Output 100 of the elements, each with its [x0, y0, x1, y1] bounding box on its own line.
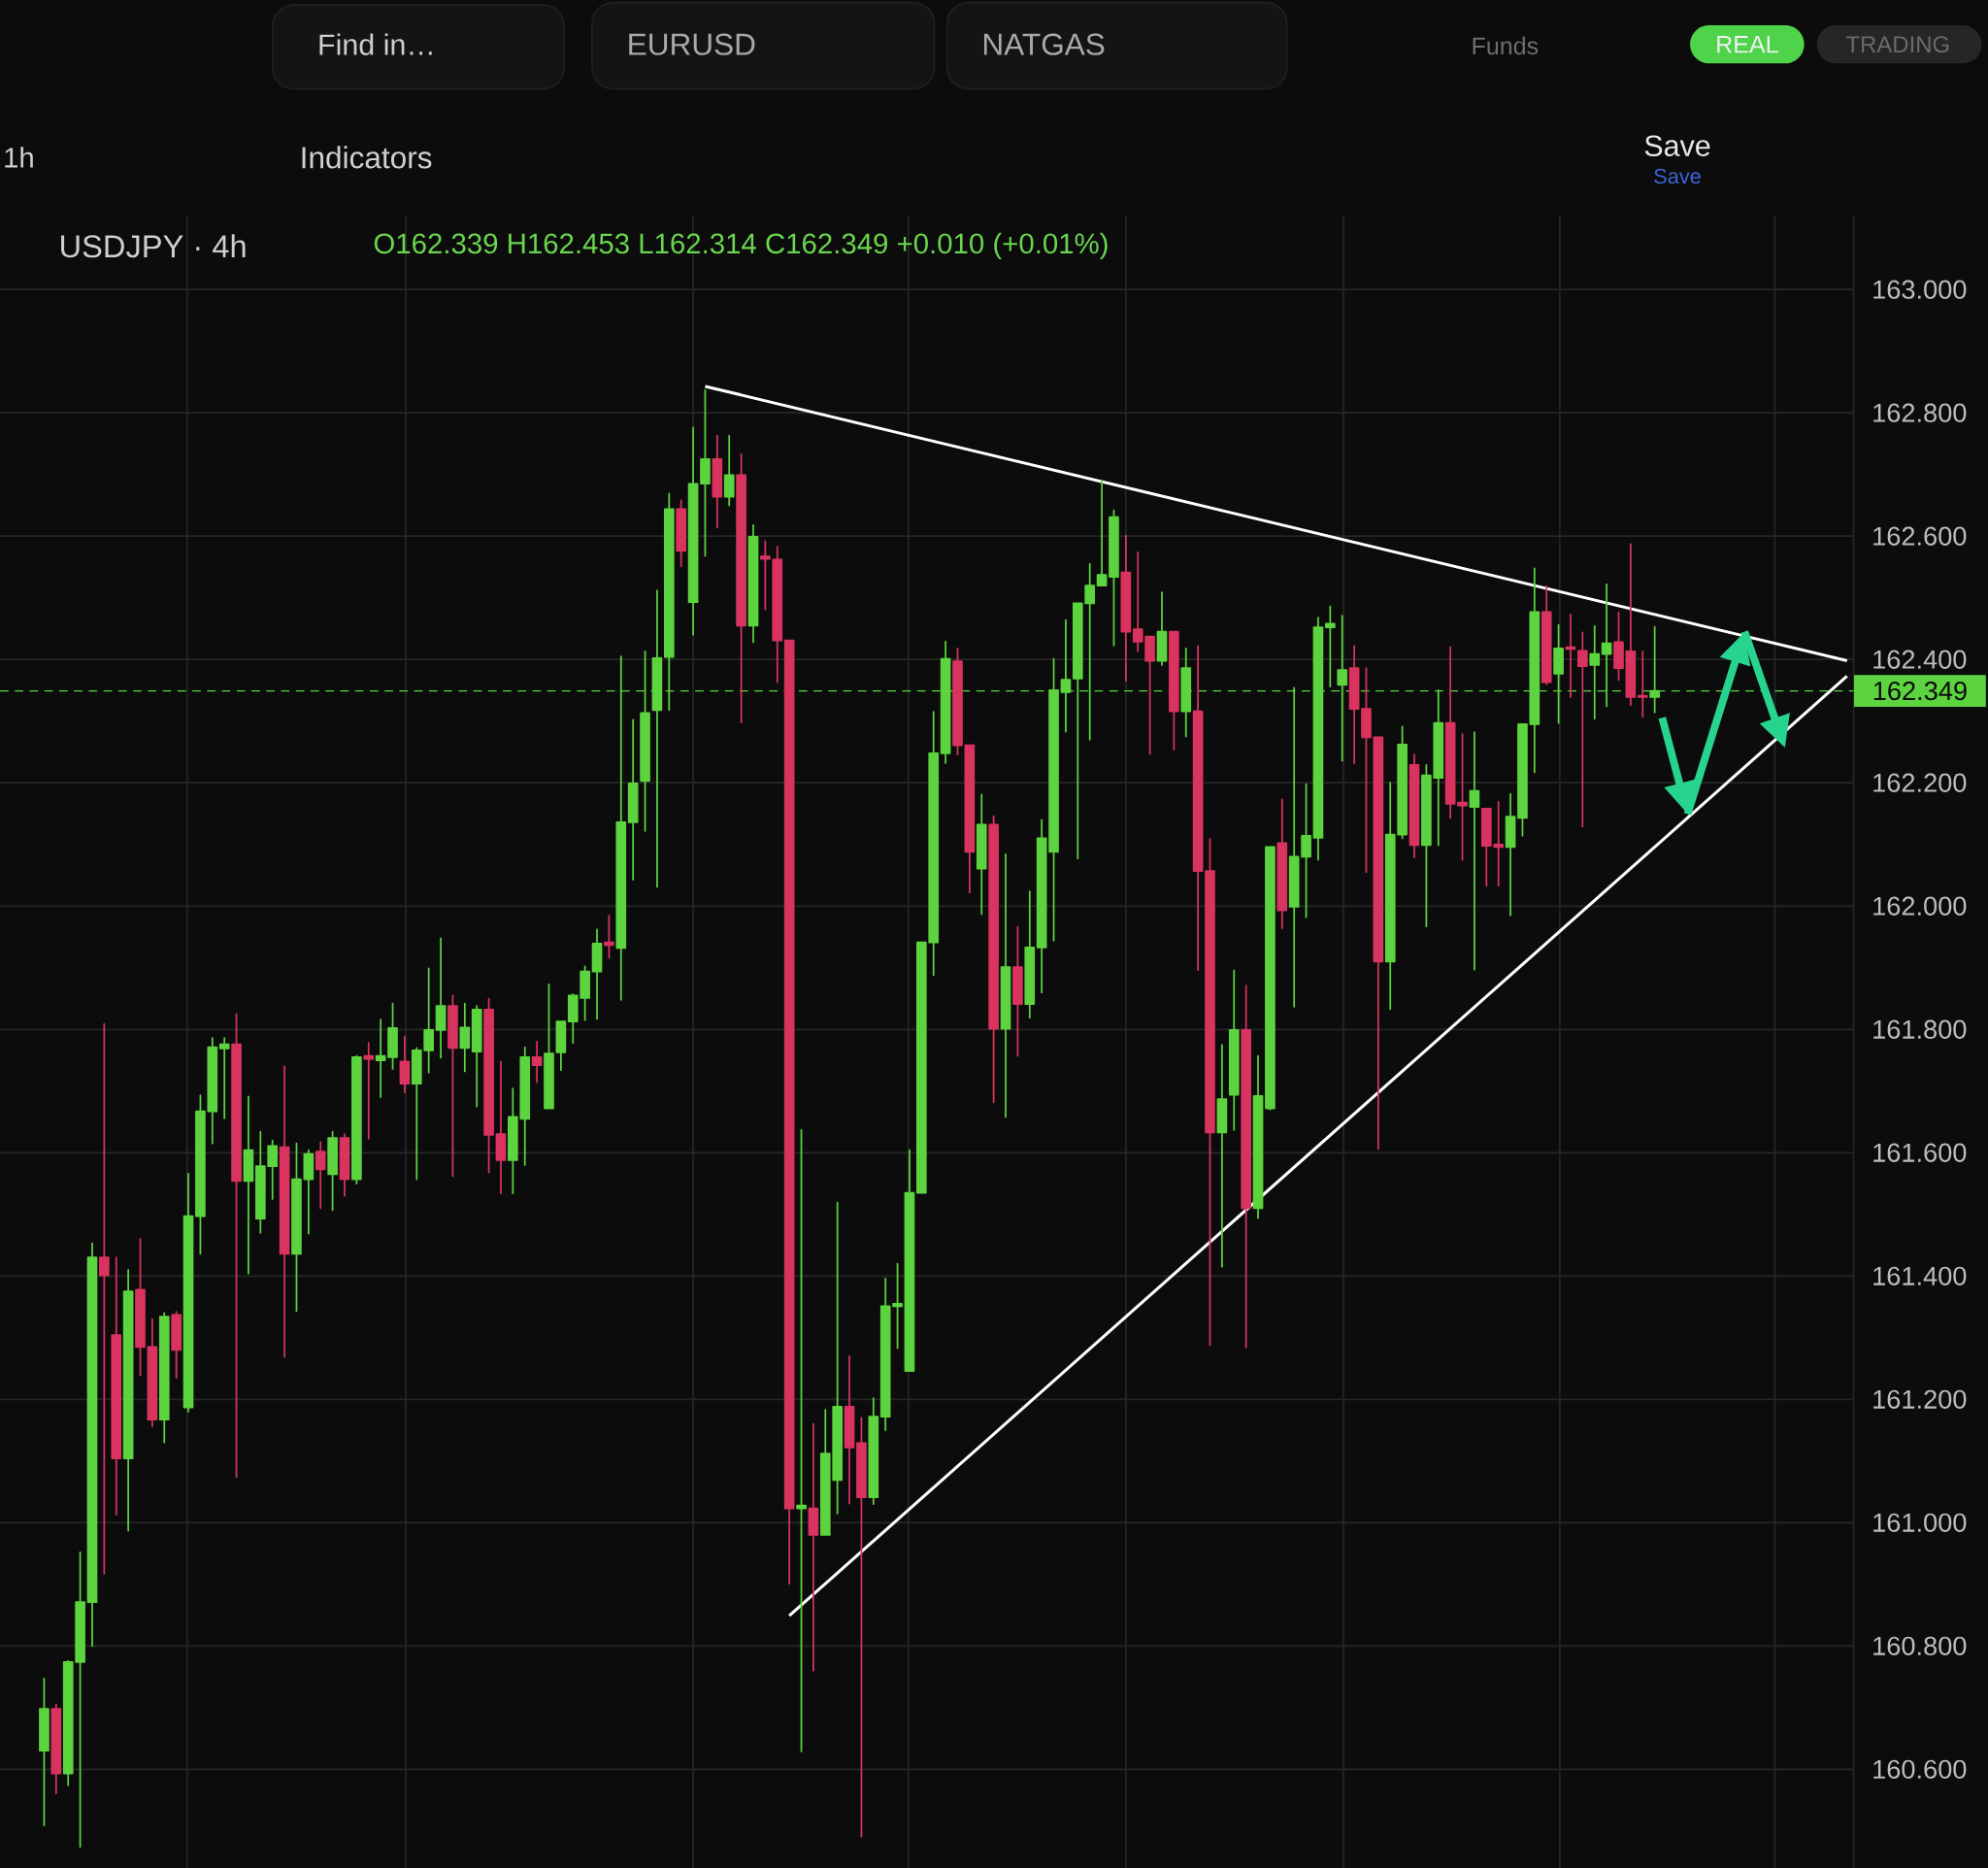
candlestick	[760, 540, 771, 611]
candlestick	[1216, 1044, 1228, 1268]
candlestick	[483, 997, 494, 1174]
y-tick-label: 162.400	[1873, 650, 1967, 669]
candlestick	[291, 1142, 302, 1313]
text: REAL	[1717, 36, 1778, 53]
candlestick	[676, 499, 687, 568]
candlestick	[158, 1312, 170, 1444]
candlestick	[555, 1020, 567, 1072]
candlestick	[147, 1318, 158, 1428]
candlestick	[808, 1422, 819, 1672]
ref-line-label: 162.349	[1873, 682, 1967, 701]
candlestick	[243, 1095, 254, 1275]
candlestick	[1373, 736, 1384, 1151]
candlestick	[1048, 657, 1059, 942]
candlestick	[712, 434, 723, 529]
candlestick	[1252, 1054, 1264, 1219]
candlestick	[363, 1042, 375, 1140]
candlestick	[327, 1130, 338, 1212]
candlestick	[171, 1311, 182, 1379]
candlestick	[783, 639, 795, 1585]
candlestick	[339, 1133, 350, 1197]
candlestick	[279, 1065, 290, 1358]
candlestick	[99, 1022, 110, 1575]
candlestick	[1120, 534, 1132, 683]
candlestick	[1241, 984, 1251, 1349]
candlestick	[687, 426, 699, 636]
text: O162.339 H162.453 L162.314 C162.349 +0.010 (+0.01%)	[374, 232, 1108, 260]
candlestick	[231, 1013, 242, 1479]
candlestick	[387, 1002, 398, 1070]
candlestick	[39, 1678, 50, 1827]
candlestick	[976, 793, 987, 916]
candlestick	[122, 1269, 134, 1532]
candlestick	[1024, 890, 1036, 1019]
y-tick-label: 161.200	[1873, 1389, 1967, 1409]
candlestick	[459, 1002, 471, 1073]
y-tick-label: 162.600	[1873, 526, 1967, 546]
candlestick	[182, 1173, 194, 1413]
candlestick	[423, 967, 434, 1074]
candlestick	[471, 1005, 482, 1108]
candlestick	[591, 928, 603, 1020]
candlestick	[1625, 543, 1637, 707]
candlestick	[1036, 818, 1047, 994]
candlestick	[723, 434, 735, 507]
candlestick	[1444, 646, 1456, 819]
candlestick	[544, 984, 554, 1110]
y-tick-label: 160.600	[1873, 1759, 1967, 1779]
candlestick	[435, 937, 447, 1059]
y-tick-label: 161.800	[1873, 1019, 1967, 1039]
candlestick	[1192, 645, 1204, 972]
candlestick	[1589, 625, 1601, 720]
candlestick	[1096, 480, 1108, 586]
candlestick	[747, 523, 759, 644]
candlestick	[1000, 853, 1011, 1118]
candlestick	[50, 1703, 62, 1794]
candlestick	[111, 1256, 122, 1516]
candlestick	[1577, 631, 1588, 828]
text: Save	[1654, 168, 1701, 184]
candlestick	[303, 1149, 315, 1235]
candlestick	[868, 1397, 879, 1506]
candlestick	[1408, 753, 1420, 859]
text: 1h	[5, 147, 33, 168]
text: TRADING	[1845, 36, 1949, 53]
text: Save	[1644, 135, 1710, 157]
candlestick	[1276, 798, 1288, 930]
y-tick-label: 161.600	[1873, 1143, 1967, 1162]
candlestick	[1205, 838, 1215, 1347]
candlestick	[1228, 969, 1240, 1131]
text: Funds	[1473, 36, 1539, 55]
candlestick	[772, 546, 783, 684]
candlestick	[86, 1242, 98, 1648]
candlestick	[531, 1041, 543, 1084]
candlestick	[1169, 630, 1179, 751]
candlestick	[1541, 584, 1552, 685]
y-tick-label: 162.800	[1873, 403, 1967, 422]
candlestick	[351, 1054, 362, 1184]
y-tick-label: 161.400	[1873, 1266, 1967, 1285]
candlestick	[904, 1149, 915, 1372]
text: EURUSD	[629, 33, 755, 55]
candlestick	[736, 452, 746, 723]
y-tick-label: 160.800	[1873, 1636, 1967, 1655]
y-tick-label: 163.000	[1873, 280, 1967, 299]
candlestick	[495, 1060, 507, 1195]
candlestick	[1637, 650, 1648, 718]
candlestick	[315, 1141, 326, 1210]
candlestick	[62, 1659, 74, 1786]
candlestick	[1109, 509, 1119, 647]
chart-title: USDJPY · 4h	[61, 234, 246, 258]
candlestick	[399, 1036, 411, 1093]
candlestick	[988, 815, 999, 1104]
candlestick	[952, 647, 963, 755]
candlestick	[1265, 846, 1276, 1111]
text: Indicators	[302, 146, 432, 169]
y-tick-label: 162.200	[1873, 773, 1967, 792]
text: Find in…	[319, 33, 432, 55]
candlestick	[375, 1018, 386, 1099]
candlestick	[218, 1037, 230, 1119]
candlestick	[1505, 792, 1516, 917]
y-tick-label: 162.000	[1873, 896, 1967, 916]
candlestick	[1469, 731, 1480, 971]
